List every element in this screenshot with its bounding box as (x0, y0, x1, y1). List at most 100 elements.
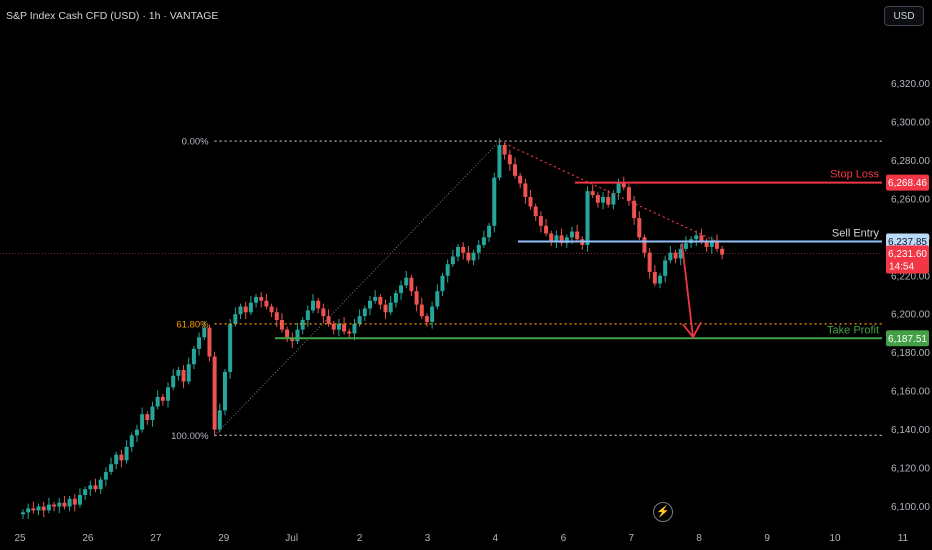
candle-body (678, 248, 683, 259)
y-tick-label: 6,320.00 (891, 79, 930, 90)
x-tick-label: 9 (764, 533, 770, 544)
candle-body (694, 235, 699, 240)
candle-body (274, 312, 279, 320)
candle-body (632, 200, 637, 219)
y-tick-label: 6,200.00 (891, 310, 930, 321)
candle-body (409, 277, 414, 292)
take-profit-label: Take Profit (827, 324, 879, 336)
candle-body (450, 256, 455, 265)
x-tick-label: Jul (285, 533, 298, 544)
candle-body (601, 196, 606, 203)
candle-body (362, 308, 367, 317)
candle-body (186, 364, 191, 382)
candle-body (233, 314, 238, 324)
candle-body (642, 237, 647, 253)
candle-body (321, 308, 326, 317)
candle-body (21, 512, 25, 515)
countdown-label: 14:54 (889, 261, 914, 272)
candle-body (637, 218, 642, 238)
candle-body (373, 296, 378, 301)
candle-body (388, 302, 393, 313)
candle-body (430, 306, 435, 322)
candle-body (554, 235, 559, 242)
x-tick-label: 8 (696, 533, 702, 544)
take-profit-badge (886, 330, 929, 347)
candle-body (93, 485, 98, 490)
candle-body (704, 241, 709, 247)
candle-body (549, 233, 554, 242)
lightning-icon[interactable]: ⚡ (653, 502, 673, 522)
y-tick-label: 6,300.00 (891, 117, 930, 128)
candle-body (52, 504, 57, 507)
candle-body (497, 145, 502, 178)
projection-arrow-head (682, 321, 702, 339)
candle-body (590, 191, 595, 195)
x-tick-label: 3 (425, 533, 431, 544)
candle-body (523, 183, 528, 197)
candle-body (207, 327, 212, 357)
chart-drawings: 0.00% 61.80% 100.00% Stop Loss Sell Entry Tak… (0, 137, 882, 442)
candle-body (352, 323, 357, 334)
candle-body (228, 323, 233, 372)
y-tick-label: 6,220.00 (891, 271, 930, 282)
candle-body (518, 175, 523, 184)
candle-body (595, 195, 600, 203)
x-tick-label: 6 (561, 533, 567, 544)
candle-body (279, 320, 284, 330)
stop-loss-badge (886, 174, 929, 191)
x-tick-label: 4 (493, 533, 499, 544)
fib-level-label: 0.00% (182, 137, 209, 148)
projection-arrow (681, 243, 694, 338)
candle-body (393, 293, 398, 303)
candle-body (145, 414, 150, 420)
stop-loss-label: Stop Loss (830, 169, 879, 181)
candle-body (564, 237, 569, 244)
candle-body (109, 464, 114, 472)
candle-body (606, 196, 611, 205)
current-price-badge (886, 245, 929, 274)
candle-body (254, 296, 259, 303)
x-tick-label: 27 (150, 533, 162, 544)
candle-body (419, 304, 424, 317)
candle-body (336, 323, 341, 330)
current-price-label: 6,231.60 (888, 249, 927, 260)
candle-body (129, 435, 134, 447)
candle-body (134, 429, 139, 436)
candle-body (683, 243, 688, 249)
candle-body (300, 320, 305, 330)
y-tick-label: 6,100.00 (891, 502, 930, 513)
candle-body (383, 304, 388, 313)
chart-title: S&P Index Cash CFD (USD) · 1h · VANTAGE (6, 10, 219, 22)
candle-body (538, 216, 543, 226)
x-tick-label: 25 (14, 533, 26, 544)
candle-body (311, 300, 316, 311)
candle-body (559, 235, 564, 244)
y-tick-label: 6,280.00 (891, 156, 930, 167)
candle-body (197, 337, 202, 349)
candle-body (658, 275, 663, 284)
currency-button[interactable]: USD (884, 6, 924, 26)
candle-body (487, 225, 492, 238)
candle-body (440, 275, 445, 292)
candle-body (248, 302, 253, 313)
candle-body (26, 508, 31, 513)
candle-body (668, 252, 673, 261)
candle-body (46, 504, 51, 511)
candle-body (533, 206, 538, 217)
candle-body (41, 506, 46, 511)
candle-body (316, 300, 321, 309)
candle-body (166, 387, 171, 401)
sell-entry-badge-label: 6,237.85 (888, 237, 927, 248)
candle-body (295, 329, 300, 342)
x-tick-label: 11 (898, 533, 909, 544)
candle-body (243, 306, 248, 313)
sell-entry-badge (886, 233, 929, 250)
sell-entry-label: Sell Entry (832, 227, 880, 239)
candle-body (647, 252, 652, 272)
candle-body (652, 271, 657, 284)
candle-body (238, 306, 243, 315)
candle-body (456, 246, 461, 257)
candle-body (269, 306, 274, 313)
